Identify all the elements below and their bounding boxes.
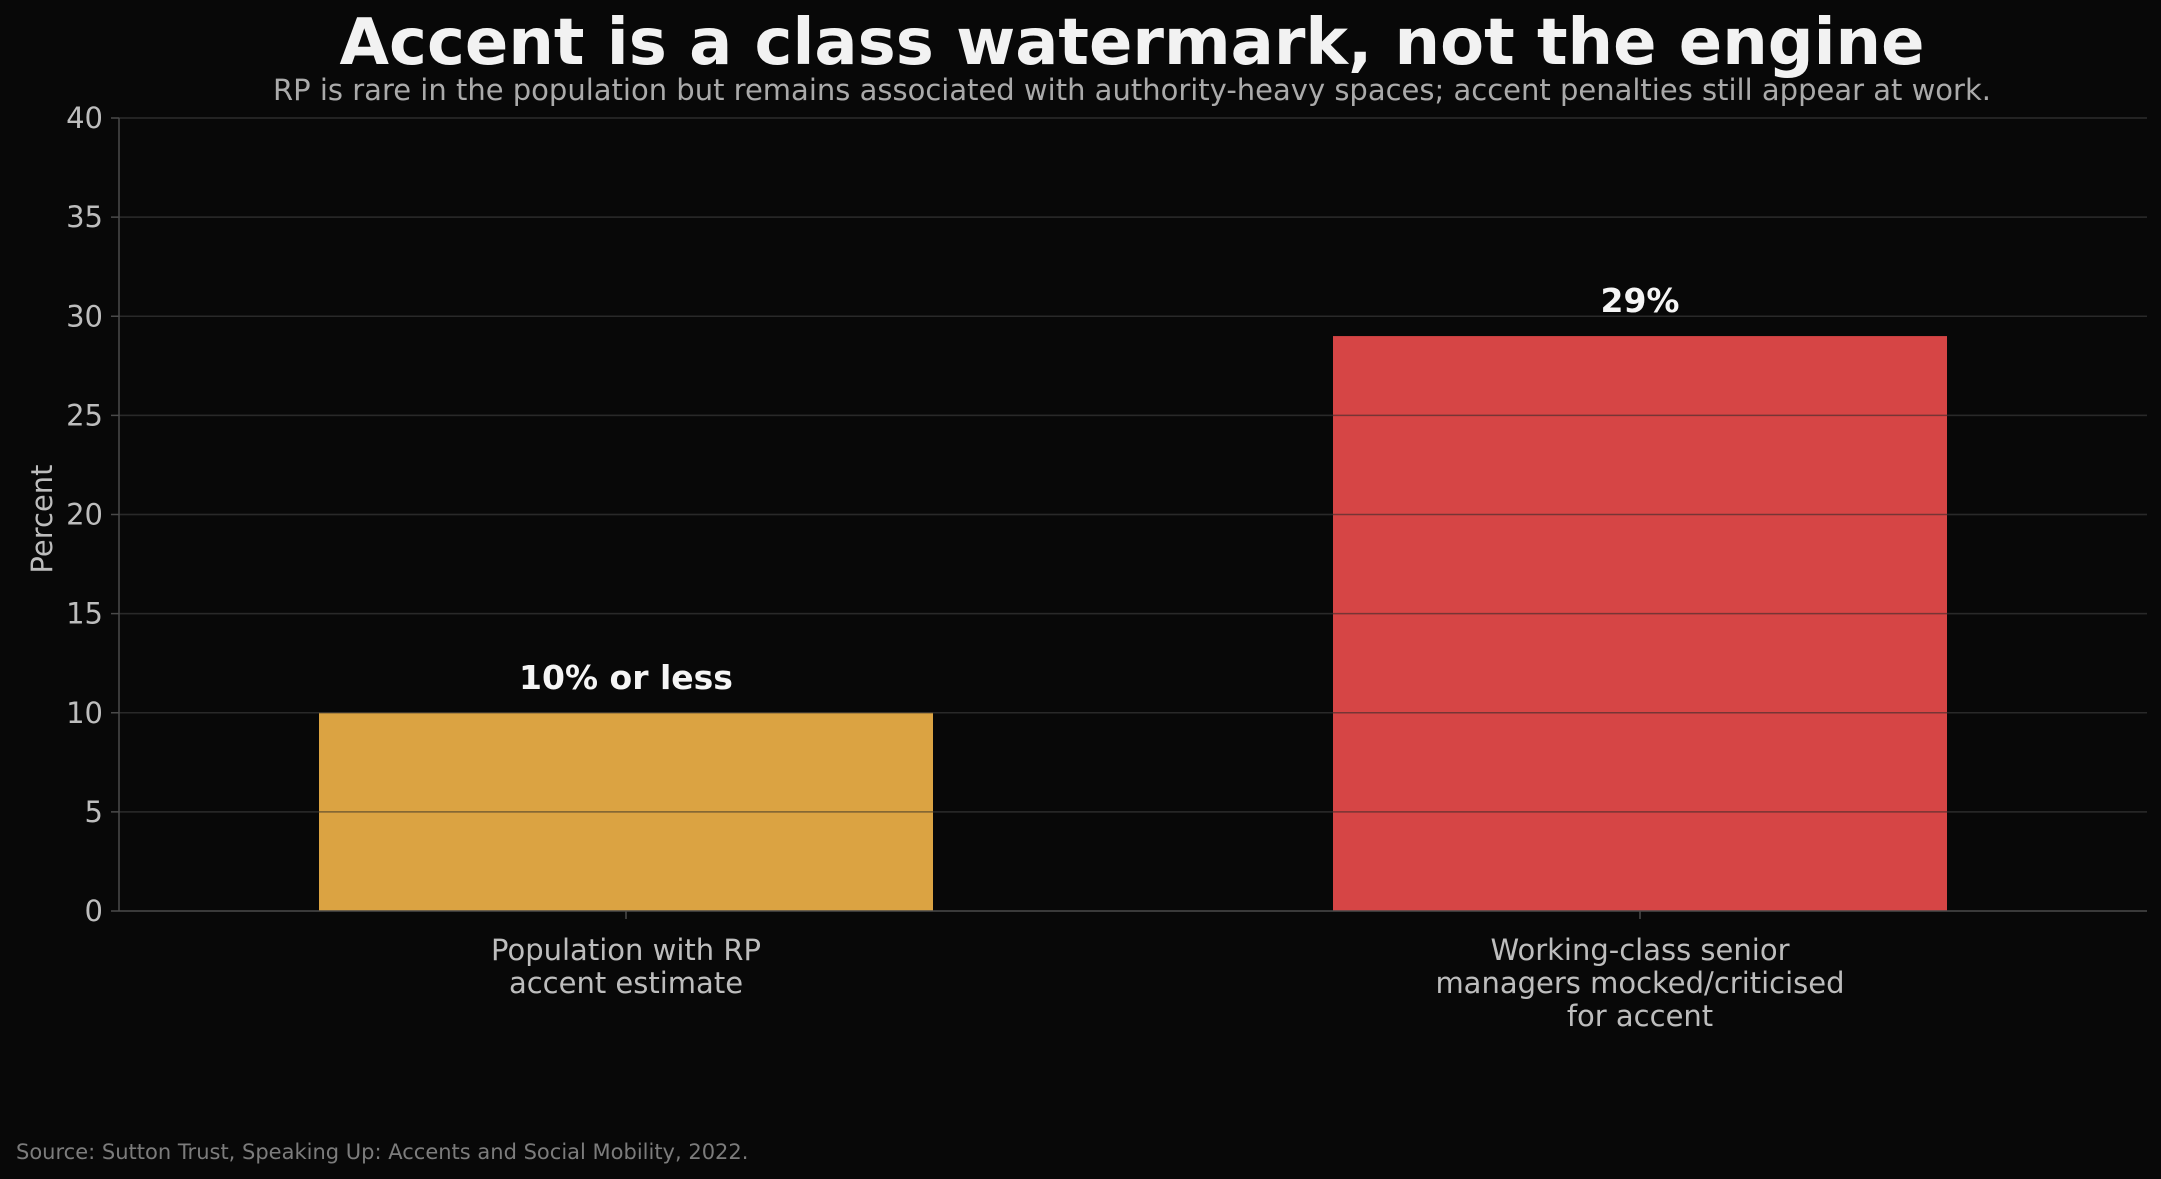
y-tick-label-25: 25 (66, 398, 103, 432)
data-labels: 10% or less 29% (519, 281, 1679, 697)
x-tick-label-1-line-2: for accent (1567, 999, 1713, 1033)
y-tick-label-5: 5 (85, 795, 103, 829)
y-axis-label: Percent (25, 464, 59, 573)
x-tick-label-0-line-0: Population with RP (491, 933, 761, 967)
source-note: Source: Sutton Trust, Speaking Up: Accen… (16, 1140, 748, 1164)
x-tick-label-1-line-1: managers mocked/criticised (1435, 966, 1844, 1000)
y-tick-label-0: 0 (85, 894, 103, 928)
y-tick-label-35: 35 (66, 200, 103, 234)
y-tick-label-20: 20 (66, 498, 103, 532)
x-tick-label-0-line-1: accent estimate (509, 966, 743, 1000)
chart-subtitle: RP is rare in the population but remains… (273, 73, 1991, 107)
y-tick-label-10: 10 (66, 696, 103, 730)
y-tick-label-15: 15 (66, 597, 103, 631)
chart-title: Accent is a class watermark, not the eng… (340, 6, 1925, 80)
bar-overlay-gridlines (119, 117, 2147, 813)
y-tick-label-30: 30 (66, 299, 103, 333)
data-label-1: 29% (1601, 281, 1680, 320)
data-label-0: 10% or less (519, 658, 733, 697)
bar-1 (1333, 336, 1947, 911)
y-tick-labels: 0 5 10 15 20 25 30 35 40 (66, 101, 119, 928)
y-tick-label-40: 40 (66, 101, 103, 135)
x-tick-label-1-line-0: Working-class senior (1490, 933, 1789, 967)
